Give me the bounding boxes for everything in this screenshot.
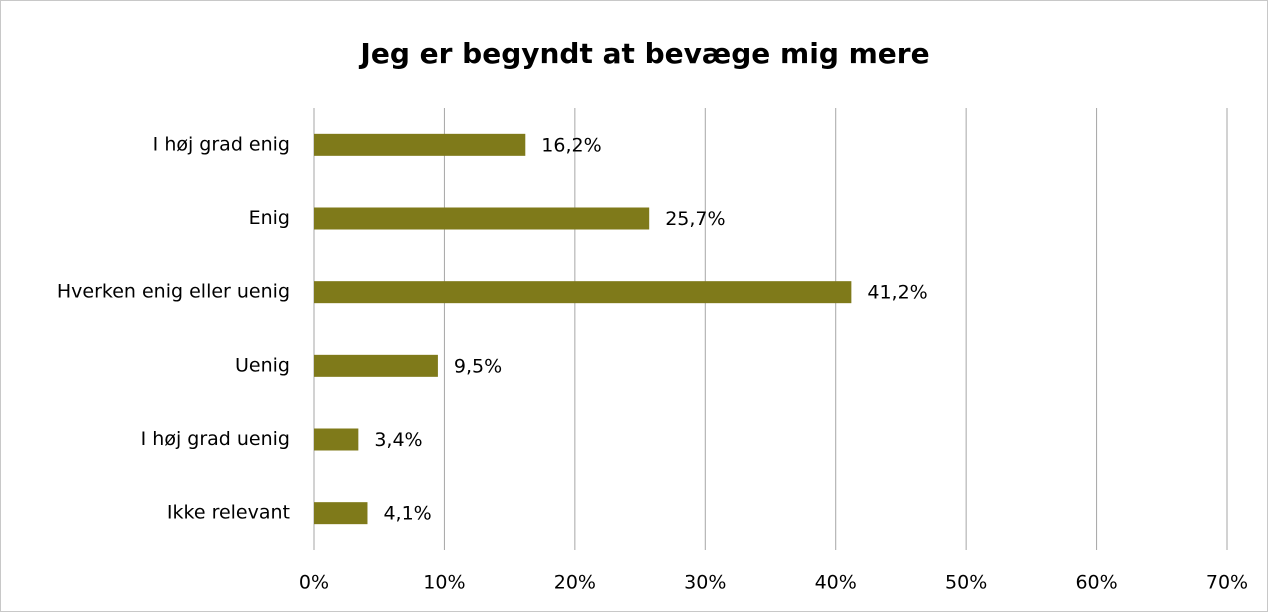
bar xyxy=(314,354,438,377)
data-label: 16,2% xyxy=(541,134,601,156)
bar xyxy=(314,133,526,156)
data-label: 25,7% xyxy=(665,208,725,230)
y-tick-label: I høj grad uenig xyxy=(141,428,290,450)
data-label: 9,5% xyxy=(454,355,502,377)
y-tick-label: Ikke relevant xyxy=(167,502,290,524)
x-tick-label: 20% xyxy=(554,572,596,594)
chart-title: Jeg er begyndt at bevæge mig mere xyxy=(358,37,929,70)
x-tick-label: 40% xyxy=(815,572,857,594)
bar xyxy=(314,502,368,525)
y-tick-label: Hverken enig eller uenig xyxy=(57,281,290,303)
bar xyxy=(314,428,359,451)
y-tick-label: Enig xyxy=(249,207,290,229)
data-label: 4,1% xyxy=(383,503,431,525)
x-tick-label: 30% xyxy=(684,572,726,594)
data-label: 3,4% xyxy=(374,429,422,451)
x-tick-label: 70% xyxy=(1206,572,1248,594)
y-tick-label: I høj grad enig xyxy=(153,133,290,155)
y-tick-label: Uenig xyxy=(235,354,290,376)
x-tick-label: 10% xyxy=(423,572,465,594)
x-tick-label: 0% xyxy=(299,572,329,594)
x-tick-label: 60% xyxy=(1075,572,1117,594)
x-tick-label: 50% xyxy=(945,572,987,594)
bar xyxy=(314,207,650,230)
bar xyxy=(314,281,852,304)
data-label: 41,2% xyxy=(867,282,927,304)
